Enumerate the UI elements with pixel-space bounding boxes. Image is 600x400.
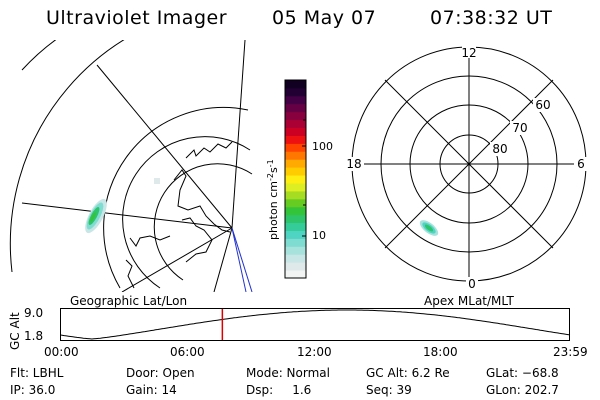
colorbar-gradient [285,80,306,279]
colorbar-swatch [285,167,306,176]
info-mode: Mode: Normal [246,366,330,380]
colorbar-swatch [285,87,306,97]
info-gc-alt: GC Alt: 6.2 Re [366,366,450,380]
tick-0000: 00:00 [44,345,79,359]
timeline-y-bottom: 1.8 [24,329,44,343]
colorbar: photon cm-2s-1 [266,79,307,279]
info-ip: IP: 36.0 [10,383,56,397]
info-dsp: Dsp: 1.6 [246,383,312,397]
colorbar-swatch [285,182,306,192]
mlt-12: 12 [461,46,476,60]
colorbar-swatch [285,270,306,279]
mlt-6: 6 [577,157,585,171]
apex-label: Apex MLat/MLT [424,294,514,308]
timeline-chart[interactable] [60,308,574,344]
colorbar-swatch [285,222,306,231]
colorbar-swatch [285,214,306,224]
polar-plot[interactable]: 12 18 6 0 60 70 80 [340,44,600,292]
colorbar-swatch [285,127,306,136]
altitude-curve [60,309,571,340]
aurora-spot-geographic [85,198,107,234]
timeline-axis-label: GC Alt [8,312,22,350]
lat-70: 70 [512,121,527,135]
tick-0600: 06:00 [170,345,205,359]
time-label: 07:38:32 UT [430,7,553,29]
lat-60: 60 [535,98,550,112]
colorbar-swatch [285,143,306,152]
colorbar-swatch [285,206,306,216]
colorbar-swatch [285,135,306,144]
instrument-title: Ultraviolet Imager [46,7,228,29]
colorbar-swatch [285,159,306,168]
colorbar-swatch [285,198,306,208]
date-label: 05 May 07 [272,7,377,29]
colorbar-swatch [285,175,306,184]
colorbar-swatch [285,111,306,121]
tick-2359: 23:59 [553,345,588,359]
colorbar-swatch [285,151,306,160]
mlt-18: 18 [346,157,361,171]
lat-80: 80 [492,142,507,156]
geographic-label: Geographic Lat/Lon [70,294,188,308]
info-door: Door: Open [126,366,195,380]
info-glon: GLon: 202.7 [486,383,559,397]
colorbar-swatch [285,246,306,255]
colorbar-swatch [285,254,306,263]
colorbar-swatch [285,103,306,113]
info-gain: Gain: 14 [126,383,177,397]
info-glat: GLat: −68.8 [486,366,559,380]
colorbar-swatch [285,119,306,129]
colorbar-swatch [285,230,306,239]
colorbar-swatch [285,190,306,200]
geographic-map[interactable] [0,40,262,292]
tick-1800: 18:00 [423,345,458,359]
timeline-y-top: 9.0 [24,306,44,320]
colorbar-swatch [285,80,306,89]
colorbar-tick-10: 10 [312,229,326,242]
colorbar-swatch [285,95,306,105]
colorbar-swatch [285,262,306,271]
colorbar-tick-100: 100 [312,140,333,153]
colorbar-unit: photon cm-2s-1 [266,159,280,240]
mlt-0: 0 [468,277,476,291]
aurora-spot-polar [419,220,439,236]
tick-1200: 12:00 [297,345,332,359]
info-filter: Flt: LBHL [10,366,64,380]
info-seq: Seq: 39 [366,383,412,397]
colorbar-swatch [285,238,306,247]
